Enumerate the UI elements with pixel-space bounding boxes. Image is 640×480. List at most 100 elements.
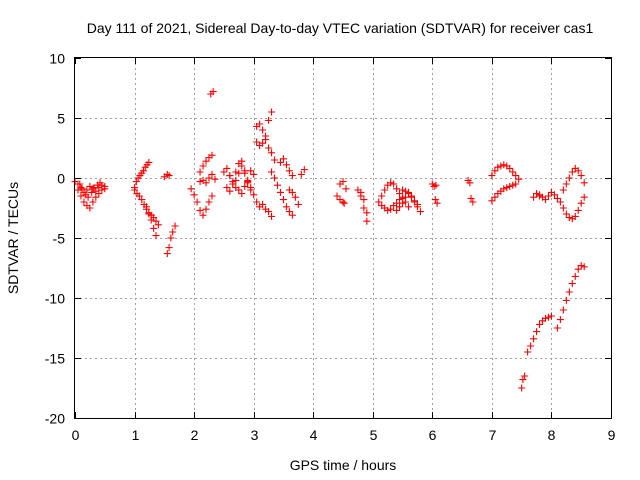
data-point <box>291 193 299 201</box>
data-point <box>154 221 162 229</box>
data-point <box>131 186 139 194</box>
data-point <box>497 162 505 170</box>
data-point <box>202 157 210 165</box>
data-point <box>577 172 585 180</box>
data-point <box>250 191 258 199</box>
data-point <box>294 200 302 208</box>
data-point <box>86 204 94 212</box>
data-point <box>333 192 341 200</box>
data-point <box>580 193 588 201</box>
chart-title: Day 111 of 2021, Sidereal Day-to-day VTE… <box>87 20 594 36</box>
data-point <box>565 214 573 222</box>
data-point <box>268 108 276 116</box>
data-point <box>297 170 305 178</box>
data-points <box>71 88 588 392</box>
data-point <box>416 208 424 216</box>
data-point <box>494 163 502 171</box>
data-point <box>220 168 228 176</box>
data-point <box>145 158 153 166</box>
data-point <box>363 209 371 217</box>
data-point <box>285 167 293 175</box>
data-point <box>226 187 234 195</box>
data-point <box>265 208 273 216</box>
data-point <box>405 190 413 198</box>
data-point <box>393 199 401 207</box>
data-point <box>205 198 213 206</box>
data-point <box>530 335 538 343</box>
data-point <box>527 342 535 350</box>
data-point <box>288 211 296 219</box>
data-point <box>384 206 392 214</box>
data-point <box>241 182 249 190</box>
data-point <box>533 328 541 336</box>
data-point <box>139 167 147 175</box>
data-point <box>519 376 527 384</box>
x-tick-label: 0 <box>72 427 80 443</box>
data-point <box>199 211 207 219</box>
data-point <box>393 185 401 193</box>
data-point <box>285 208 293 216</box>
data-point <box>375 198 383 206</box>
data-point <box>211 175 219 183</box>
data-point <box>568 280 576 288</box>
data-point <box>559 186 567 194</box>
data-point <box>506 164 514 172</box>
y-tick-label: -20 <box>45 411 65 427</box>
data-point <box>152 217 160 225</box>
data-point <box>135 192 143 200</box>
data-point <box>300 166 308 174</box>
data-point <box>247 186 255 194</box>
data-point <box>92 193 100 201</box>
data-point <box>360 204 368 212</box>
data-point <box>247 167 255 175</box>
data-point <box>521 372 529 380</box>
data-point <box>565 174 573 182</box>
data-point <box>259 139 267 147</box>
data-point <box>268 149 276 157</box>
data-point <box>577 199 585 207</box>
data-point <box>165 244 173 252</box>
data-point <box>163 250 171 258</box>
data-point <box>202 179 210 187</box>
plot-frame <box>74 57 612 419</box>
x-tick-label: 2 <box>191 427 199 443</box>
data-point <box>209 88 217 96</box>
data-point <box>524 348 532 356</box>
data-point <box>238 190 246 198</box>
data-point <box>574 265 582 273</box>
grid <box>75 58 611 418</box>
data-point <box>150 214 158 222</box>
data-point <box>205 174 213 182</box>
data-point <box>512 172 520 180</box>
x-tick-label: 8 <box>548 427 556 443</box>
data-point <box>466 179 474 187</box>
data-point <box>282 203 290 211</box>
data-point <box>132 178 140 186</box>
data-point <box>101 185 109 193</box>
data-point <box>541 196 549 204</box>
data-point <box>253 198 261 206</box>
data-point <box>396 203 404 211</box>
data-point <box>235 169 243 177</box>
data-point <box>202 205 210 213</box>
data-point <box>226 172 234 180</box>
data-point <box>76 180 84 188</box>
data-point <box>88 188 96 196</box>
data-point <box>541 314 549 322</box>
data-point <box>488 172 496 180</box>
data-point <box>405 203 413 211</box>
data-point <box>562 180 570 188</box>
data-point <box>95 190 103 198</box>
data-point <box>467 194 475 202</box>
data-point <box>488 197 496 205</box>
y-tick-label: -5 <box>53 231 66 247</box>
data-point <box>84 193 92 201</box>
data-point <box>399 186 407 194</box>
data-point <box>262 136 270 144</box>
data-point <box>74 186 82 194</box>
data-point <box>273 181 281 189</box>
data-point <box>167 234 175 242</box>
data-point <box>509 181 517 189</box>
